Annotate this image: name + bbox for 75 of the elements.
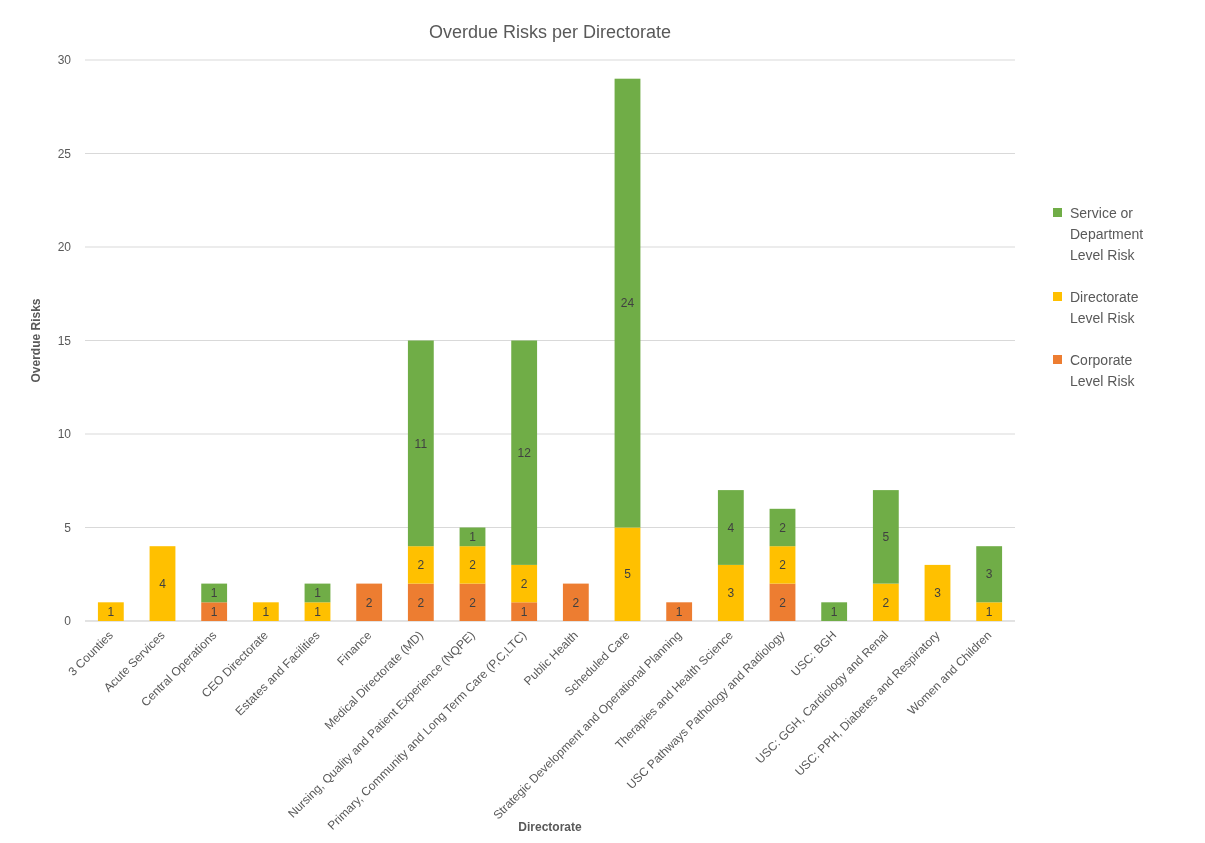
chart-title: Overdue Risks per Directorate (428, 22, 672, 42)
data-label: 2 (520, 576, 528, 591)
y-tick-label: 10 (57, 427, 72, 442)
data-label: 24 (620, 296, 635, 311)
y-tick-label: 25 (57, 146, 72, 161)
bar (769, 583, 796, 621)
data-label: 11 (414, 436, 428, 451)
data-label: 1 (107, 604, 115, 619)
bar (407, 546, 434, 584)
bar (252, 602, 279, 621)
bar (976, 602, 1003, 621)
bar (304, 602, 331, 621)
data-label: 3 (934, 586, 942, 601)
data-label: 2 (572, 595, 580, 610)
legend-label: Corporate Level Risk (1070, 351, 1136, 389)
bar (717, 490, 744, 565)
data-label: 2 (417, 595, 425, 610)
y-tick-label: 5 (64, 520, 72, 535)
bar (666, 602, 693, 621)
data-label: 2 (779, 595, 787, 610)
data-label: 2 (779, 520, 787, 535)
data-label: 1 (314, 586, 322, 601)
data-label: 12 (517, 445, 532, 460)
y-tick-label: 20 (57, 240, 72, 255)
y-axis-title: Overdue Risks (29, 298, 43, 383)
bar (97, 602, 124, 621)
y-tick-label: 15 (57, 333, 72, 348)
bar (201, 583, 228, 603)
bar (201, 602, 228, 621)
legend-label: Service or Department Level Risk (1070, 204, 1144, 263)
bar (356, 583, 383, 621)
bar (459, 583, 486, 621)
data-label: 2 (417, 558, 425, 573)
data-label: 1 (520, 604, 528, 619)
bar (614, 78, 641, 528)
data-label: 1 (262, 604, 270, 619)
bar (407, 583, 434, 621)
data-label: 1 (469, 530, 477, 545)
data-label: 5 (882, 530, 890, 545)
data-label: 1 (210, 586, 218, 601)
bar (769, 546, 796, 584)
data-label: 3 (985, 567, 993, 582)
data-label: 3 (727, 586, 735, 601)
data-label: 1 (830, 604, 838, 619)
bar (821, 602, 848, 621)
data-label: 1 (210, 604, 218, 619)
bar (511, 602, 538, 621)
bar (872, 583, 899, 621)
bar (149, 546, 176, 621)
bar (562, 583, 589, 621)
data-label: 1 (314, 604, 322, 619)
data-label: 2 (469, 558, 477, 573)
y-tick-label: 0 (64, 614, 72, 629)
data-label: 1 (675, 604, 683, 619)
data-label: 1 (985, 604, 993, 619)
y-tick-label: 30 (57, 53, 72, 68)
bar (872, 490, 899, 584)
data-label: 2 (365, 595, 373, 610)
data-label: 2 (882, 595, 890, 610)
data-label: 2 (779, 558, 787, 573)
bar (511, 340, 538, 565)
bar (924, 564, 951, 621)
bar (717, 564, 744, 621)
bar (976, 546, 1003, 603)
bar (769, 508, 796, 547)
legend-label: Directorate Level Risk (1070, 288, 1139, 326)
bar (459, 546, 486, 584)
data-label: 4 (159, 576, 167, 591)
x-axis-title: Directorate (518, 820, 582, 834)
data-label: 5 (624, 567, 632, 582)
bar (614, 527, 641, 621)
data-label: 4 (727, 520, 735, 535)
bar (407, 340, 434, 547)
data-label: 2 (469, 595, 477, 610)
bar (511, 564, 538, 603)
